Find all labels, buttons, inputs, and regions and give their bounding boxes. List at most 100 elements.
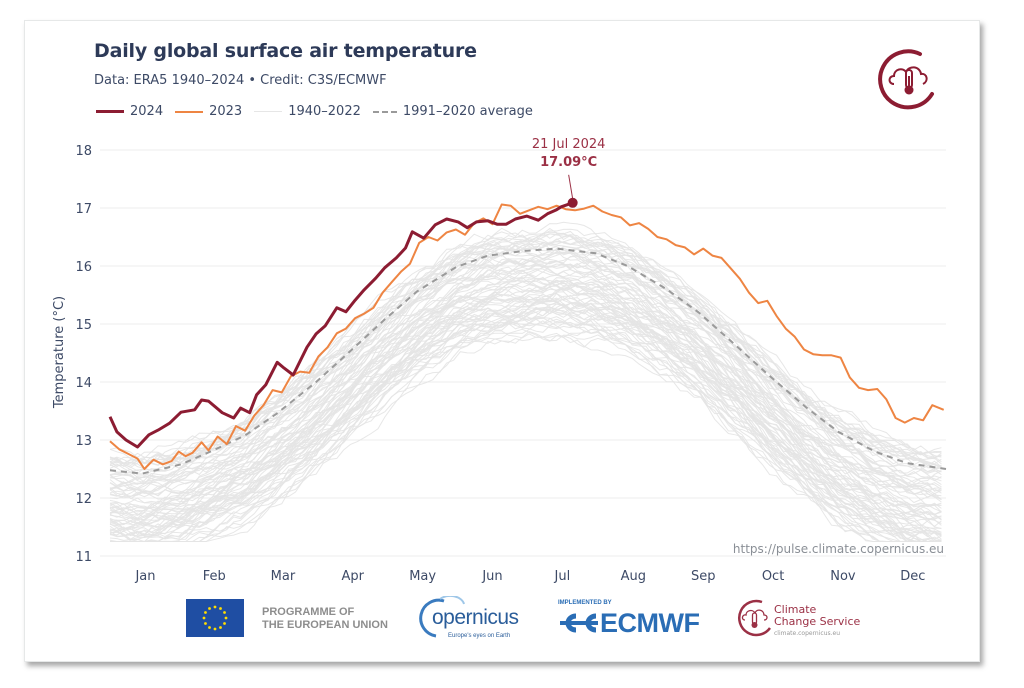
x-tick-label: Nov xyxy=(830,569,856,584)
annotation-date: 21 Jul 2024 xyxy=(532,137,606,152)
historical-year-trace xyxy=(109,257,942,484)
c3s-line-2: Change Service xyxy=(774,615,861,628)
eu-star-icon xyxy=(204,611,207,614)
legend-label-historical: 1940–2022 xyxy=(288,104,361,119)
historical-year-trace xyxy=(109,306,942,542)
implemented-by-label: IMPLEMENTED BY xyxy=(558,600,612,606)
series-1991-2020-average xyxy=(109,247,947,475)
x-tick-label: Oct xyxy=(762,569,784,584)
y-tick-label: 17 xyxy=(75,202,92,217)
annotation-leader-line xyxy=(568,174,574,199)
historical-year-trace xyxy=(109,245,942,484)
legend-item-2024[interactable]: 2024 xyxy=(96,104,163,119)
eu-star-icon xyxy=(219,607,222,610)
legend-item-2023[interactable]: 2023 xyxy=(175,104,242,119)
historical-year-trace xyxy=(109,269,942,501)
eu-programme-line-1: PROGRAMME OF xyxy=(262,606,355,618)
eu-star-icon xyxy=(223,622,226,625)
chart-subtitle: Data: ERA5 1940–2024 • Credit: C3S/ECMWF xyxy=(94,73,387,88)
x-tick-label: Jun xyxy=(481,569,502,584)
y-tick-label: 16 xyxy=(75,260,92,275)
x-tick-label: Apr xyxy=(342,569,365,584)
c3s-url: climate.copernicus.eu xyxy=(774,630,841,637)
historical-year-trace xyxy=(109,276,942,512)
x-tick-label: Feb xyxy=(203,569,226,584)
y-axis-label: Temperature (°C) xyxy=(52,296,67,409)
y-tick-label: 11 xyxy=(75,550,92,565)
historical-year-trace xyxy=(109,259,942,492)
historical-year-trace xyxy=(109,301,942,543)
eu-star-icon xyxy=(208,607,211,610)
annotation-value: 17.09°C xyxy=(540,155,597,170)
y-tick-label: 15 xyxy=(75,318,92,333)
legend-swatch-2024 xyxy=(96,110,124,113)
ecmwf-wordmark: ECMWF xyxy=(600,608,700,638)
c3s-wordmark: Climate Change Service xyxy=(774,604,860,628)
legend-swatch-historical xyxy=(254,111,283,112)
y-tick-label: 14 xyxy=(75,376,92,391)
historical-year-trace xyxy=(109,228,942,465)
historical-year-trace xyxy=(109,247,942,486)
historical-year-trace xyxy=(110,320,942,542)
legend-label-average: 1991–2020 average xyxy=(402,104,533,119)
legend-item-historical[interactable]: 1940–2022 xyxy=(254,104,361,119)
eu-star-icon xyxy=(213,605,217,609)
series-2023 xyxy=(109,203,945,470)
legend-label-2023: 2023 xyxy=(209,104,243,119)
eu-flag-icon xyxy=(186,599,244,637)
chart-title: Daily global surface air temperature xyxy=(94,40,477,62)
y-tick-label: 12 xyxy=(75,492,92,507)
historical-year-trace xyxy=(109,302,942,538)
eu-star-icon xyxy=(219,626,222,629)
x-tick-label: May xyxy=(409,569,436,584)
historical-year-trace xyxy=(109,221,942,460)
historical-year-trace xyxy=(110,331,942,542)
footer-logos: PROGRAMME OF THE EUROPEAN UNION opernicu… xyxy=(0,596,1024,646)
historical-year-trace xyxy=(109,266,942,496)
legend: 2024 2023 1940–2022 1991–2020 average xyxy=(96,104,545,119)
historical-year-trace xyxy=(109,251,942,485)
eu-programme-text: PROGRAMME OF THE EUROPEAN UNION xyxy=(262,606,388,632)
eu-stars-icon xyxy=(202,605,228,631)
legend-label-2024: 2024 xyxy=(130,104,164,119)
historical-year-trace xyxy=(109,227,942,460)
eu-programme-line-2: THE EUROPEAN UNION xyxy=(262,619,388,631)
legend-swatch-2023 xyxy=(175,110,204,113)
x-axis-ticks: Jan Feb Mar Apr May Jun Jul Aug Sep Oct Nov Dec xyxy=(134,569,925,584)
eu-star-icon xyxy=(224,616,228,620)
historical-year-trace xyxy=(109,277,942,504)
eu-star-icon xyxy=(208,626,211,629)
legend-swatch-average xyxy=(372,110,397,113)
eu-star-icon xyxy=(202,616,206,620)
copernicus-logo-icon xyxy=(419,596,465,638)
historical-year-trace xyxy=(109,235,942,469)
historical-year-trace xyxy=(109,284,942,528)
climate-change-service-logo-icon xyxy=(878,49,934,110)
annotation-marker[interactable] xyxy=(567,197,578,208)
x-tick-label: Jul xyxy=(554,569,571,584)
x-tick-label: Mar xyxy=(271,569,296,584)
ecmwf-symbol-icon xyxy=(560,613,598,633)
historical-year-trace xyxy=(109,231,942,465)
copernicus-tagline: Europe's eyes on Earth xyxy=(448,633,511,639)
x-tick-label: Dec xyxy=(900,569,925,584)
historical-year-trace xyxy=(109,270,942,506)
x-tick-label: Sep xyxy=(691,569,716,584)
eu-star-icon xyxy=(213,627,217,631)
y-tick-label: 18 xyxy=(75,144,92,159)
historical-year-trace xyxy=(109,316,942,542)
c3s-line-1: Climate xyxy=(774,603,817,616)
x-tick-label: Aug xyxy=(621,569,646,584)
legend-item-average[interactable]: 1991–2020 average xyxy=(372,104,533,119)
x-tick-label: Jan xyxy=(134,569,155,584)
source-url[interactable]: https://pulse.climate.copernicus.eu xyxy=(733,542,944,556)
historical-year-trace xyxy=(109,287,942,533)
historical-year-trace xyxy=(110,332,942,542)
y-tick-label: 13 xyxy=(75,434,92,449)
series-2024 xyxy=(108,201,574,449)
y-axis-ticks: 11 12 13 14 15 16 17 18 xyxy=(75,144,92,565)
eu-star-icon xyxy=(204,622,207,625)
series-1940-2022 xyxy=(109,221,942,543)
eu-star-icon xyxy=(223,611,226,614)
